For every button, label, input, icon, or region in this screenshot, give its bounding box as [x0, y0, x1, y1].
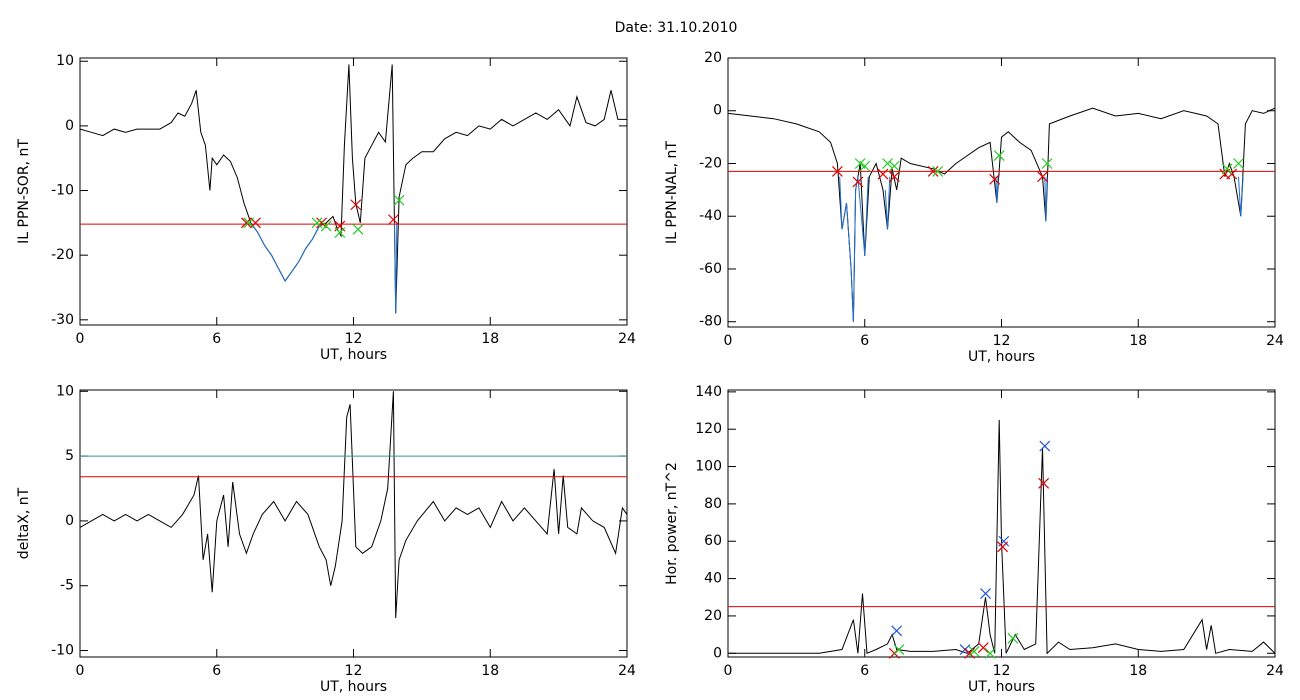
- x-tick-label: 18: [1129, 333, 1147, 349]
- x-tick-label: 12: [345, 331, 363, 347]
- x-tick-label: 0: [724, 663, 733, 679]
- x-tick-label: 18: [481, 663, 499, 679]
- y-tick-label: 60: [704, 533, 722, 549]
- x-tick-label: 18: [481, 331, 499, 347]
- x-tick-label: 24: [618, 663, 636, 679]
- line-series: [728, 419, 1276, 655]
- cross-marker: [350, 199, 362, 211]
- x-tick-label: 6: [212, 331, 221, 347]
- cross-marker: [1233, 158, 1244, 169]
- y-tick-label: 100: [695, 459, 722, 475]
- cross-marker: [891, 625, 903, 637]
- cross-marker: [968, 645, 980, 657]
- cross-marker: [980, 588, 991, 599]
- cross-marker: [852, 176, 864, 188]
- line-series: [79, 64, 627, 314]
- cross-marker: [997, 541, 1009, 553]
- cross-marker: [334, 227, 346, 238]
- cross-marker: [932, 165, 944, 177]
- x-tick-label: 12: [993, 663, 1011, 679]
- line-series: [250, 222, 398, 314]
- y-tick-label: 20: [704, 50, 722, 66]
- x-axis-label: UT, hours: [968, 679, 1035, 695]
- y-axis-label: Hor. power, nT^2: [664, 462, 680, 585]
- x-tick-label: 0: [724, 333, 733, 349]
- cross-marker: [984, 647, 996, 659]
- y-tick-label: -20: [699, 155, 722, 171]
- figure-title: Date: 31.10.2010: [615, 20, 738, 36]
- cross-marker: [977, 642, 989, 654]
- cross-marker: [859, 160, 871, 172]
- cross-marker: [882, 158, 893, 169]
- cross-marker: [1038, 477, 1050, 489]
- y-axis-label: deltaX, nT: [16, 487, 32, 559]
- plot-frame: [727, 57, 1276, 328]
- line-series: [727, 107, 1276, 322]
- cross-marker: [888, 160, 900, 172]
- x-axis-label: UT, hours: [968, 349, 1035, 365]
- line-series: [839, 176, 1244, 322]
- y-axis-label: IL PPN-SOR, nT: [16, 139, 32, 244]
- x-tick-label: 12: [993, 333, 1011, 349]
- x-tick-label: 0: [76, 663, 85, 679]
- y-tick-label: 10: [56, 53, 74, 69]
- y-tick-label: -80: [699, 314, 722, 330]
- y-tick-label: 40: [704, 571, 722, 587]
- y-tick-label: 0: [65, 118, 74, 134]
- cross-marker: [989, 173, 1001, 185]
- y-tick-label: 120: [695, 421, 722, 437]
- x-axis-label: UT, hours: [320, 679, 387, 695]
- x-tick-label: 0: [76, 331, 85, 347]
- cross-marker: [927, 165, 939, 177]
- x-tick-label: 6: [860, 663, 869, 679]
- plot-frame: [79, 57, 628, 326]
- y-tick-label: 5: [65, 448, 74, 464]
- y-tick-label: -10: [51, 643, 74, 659]
- x-tick-label: 6: [212, 663, 221, 679]
- cross-marker: [1037, 171, 1048, 183]
- cross-marker: [893, 644, 905, 655]
- y-tick-label: -20: [51, 247, 74, 263]
- y-tick-label: -10: [51, 183, 74, 199]
- x-tick-label: 18: [1129, 663, 1147, 679]
- cross-marker: [352, 223, 364, 235]
- cross-marker: [240, 217, 252, 229]
- y-tick-label: 80: [704, 496, 722, 512]
- y-axis-label: IL PPN-NAL, nT: [664, 141, 680, 244]
- cross-marker: [1007, 632, 1019, 644]
- plot-frame: [79, 389, 628, 658]
- cross-marker: [1221, 163, 1233, 175]
- x-tick-label: 12: [345, 663, 363, 679]
- cross-marker: [1041, 158, 1053, 169]
- y-tick-label: -5: [60, 578, 74, 594]
- cross-marker: [993, 150, 1005, 162]
- x-tick-label: 24: [1266, 333, 1284, 349]
- x-axis-label: UT, hours: [320, 347, 387, 363]
- x-tick-label: 6: [860, 333, 869, 349]
- cross-marker: [311, 217, 323, 229]
- cross-marker: [320, 220, 332, 232]
- y-tick-label: 10: [56, 383, 74, 399]
- y-tick-label: -40: [699, 208, 722, 224]
- x-tick-label: 24: [1266, 663, 1284, 679]
- cross-marker: [316, 217, 328, 229]
- y-tick-label: -60: [699, 261, 722, 277]
- y-tick-label: -30: [51, 312, 74, 328]
- y-tick-label: 0: [713, 645, 722, 661]
- y-tick-label: 0: [713, 103, 722, 119]
- x-tick-label: 24: [618, 331, 636, 347]
- cross-marker: [393, 194, 405, 206]
- y-tick-label: 140: [695, 384, 722, 400]
- cross-marker: [387, 214, 399, 226]
- y-tick-label: 0: [65, 513, 74, 529]
- cross-marker: [888, 171, 900, 183]
- cross-marker: [1039, 440, 1051, 452]
- y-tick-label: 20: [704, 608, 722, 624]
- cross-marker: [877, 168, 889, 180]
- line-series: [79, 391, 628, 619]
- cross-marker: [831, 165, 843, 177]
- cross-marker: [243, 217, 255, 229]
